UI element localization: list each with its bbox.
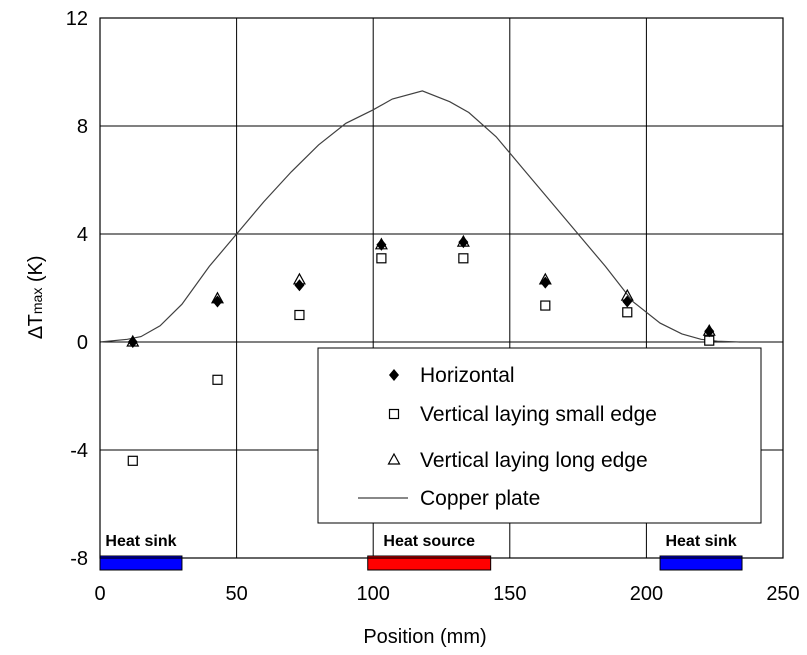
y-tick-label: 12 [66,8,88,30]
x-tick-label: 150 [493,583,526,605]
x-tick-label: 50 [225,583,247,605]
regions: Heat sink Heat source Heat sink [95,526,747,571]
legend: Horizontal Vertical laying small edge Vert… [317,347,762,524]
series-line-copper-plate [99,90,740,343]
data-point [294,309,305,321]
data-point [127,455,138,466]
region-bar [659,555,743,571]
x-tick-label: 250 [766,583,799,605]
legend-swatch [388,408,400,420]
data-point [127,336,138,348]
data-point [622,307,633,318]
x-tick-label: 100 [357,583,390,605]
region-bar [99,555,183,571]
data-point [622,295,633,308]
data-point [212,295,223,308]
series-layer [99,90,740,466]
y-axis-title-delta: ∆T [25,314,47,338]
y-tick-label: -4 [70,440,88,462]
legend-entry: Horizontal [420,364,515,387]
data-point [540,276,551,289]
data-point [458,236,469,249]
y-axis-title-unit: (K) [25,255,47,287]
x-axis-title: Position (mm) [363,626,486,648]
y-tick-label: 8 [77,116,88,138]
data-point [704,335,715,346]
y-tick-label: 0 [77,332,88,354]
region-label-bg [374,526,484,554]
region-label-bg [95,526,187,554]
region-label: Heat sink [665,533,736,550]
region-label: Heat sink [105,533,176,550]
legend-entry: Vertical laying small edge [420,403,657,426]
data-point [294,279,305,292]
region-label: Heat source [383,533,475,550]
data-point [458,253,469,264]
legend-swatch [387,452,401,465]
data-point [376,253,387,264]
region-bar [367,555,492,571]
plot-frame [99,17,784,559]
legend-entry: Vertical laying long edge [420,449,648,472]
y-axis-title-sub: max [29,288,45,314]
x-tick-labels: 0 50 100 150 200 250 [94,583,799,605]
legend-swatch [389,369,399,381]
x-tick-label: 200 [630,583,663,605]
x-tick-label: 0 [94,583,105,605]
region-label-bg [655,526,747,554]
y-axis-title: ∆Tmax (K) [25,255,47,338]
legend-entry: Copper plate [420,487,540,510]
data-point [540,300,551,311]
y-tick-label: 4 [77,224,88,246]
y-tick-label: -8 [70,548,88,570]
data-point [212,374,223,385]
data-point [704,325,715,338]
y-tick-labels: -8 -4 0 4 8 12 [66,8,88,570]
data-point [376,238,387,251]
